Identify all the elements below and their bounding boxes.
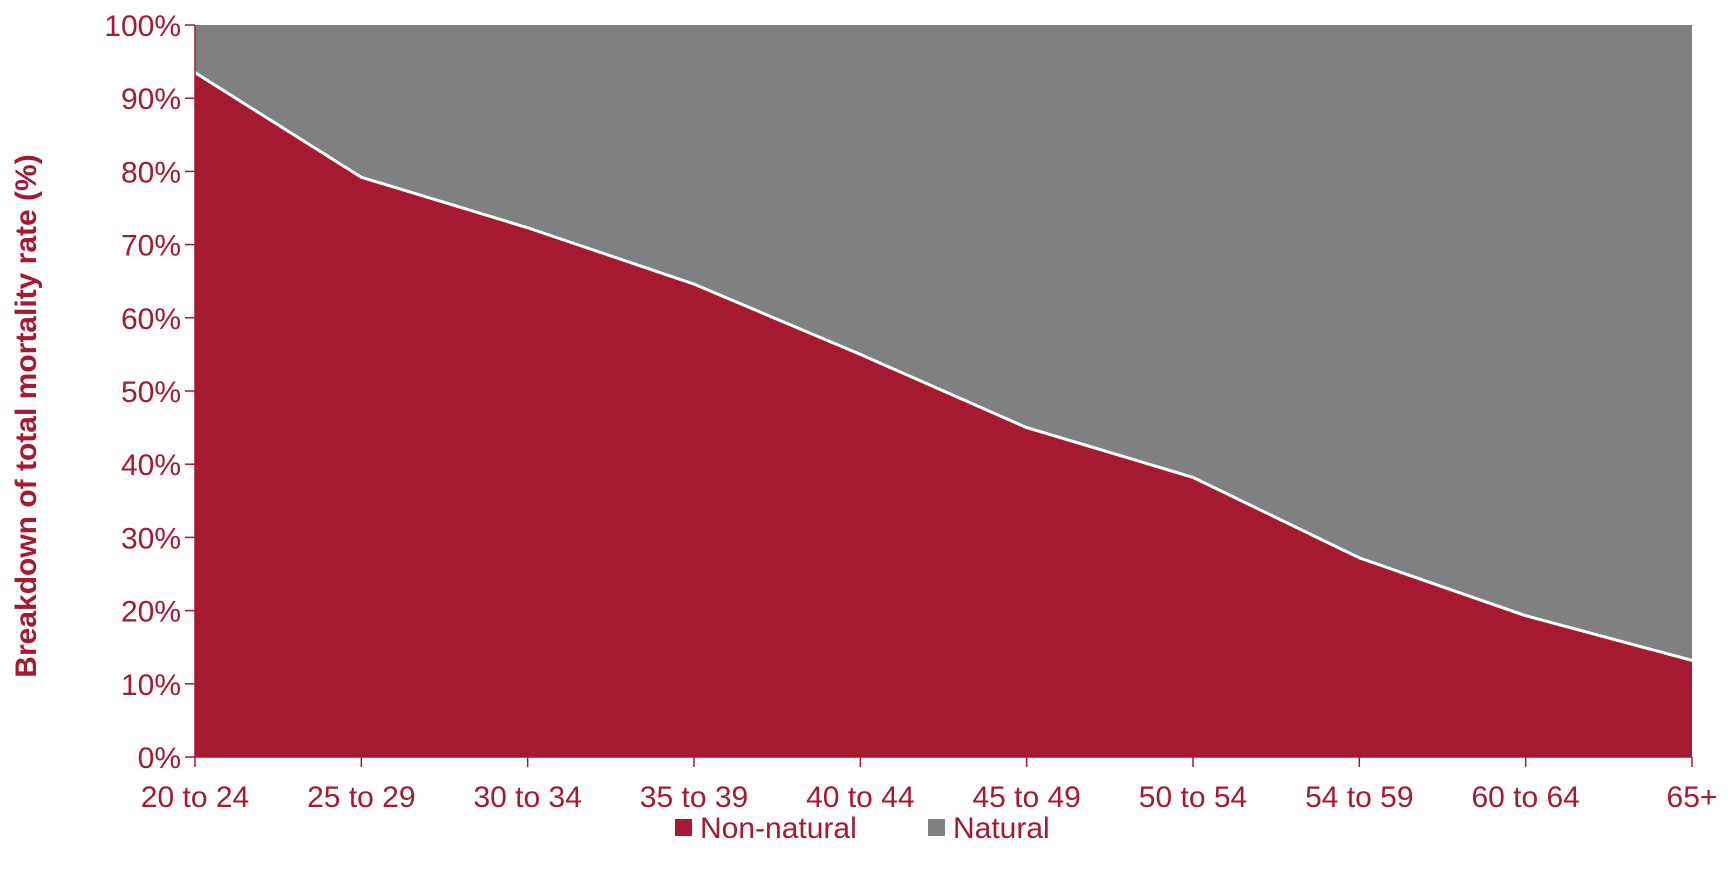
y-tick-label: 10% (121, 669, 181, 702)
legend-label-natural: Natural (953, 812, 1050, 845)
y-tick-label: 60% (121, 303, 181, 336)
y-tick-label: 70% (121, 230, 181, 263)
y-axis-title: Breakdown of total mortality rate (%) (10, 154, 43, 677)
y-tick-label: 50% (121, 376, 181, 409)
x-tick-label: 35 to 39 (640, 781, 748, 814)
y-tick-label: 80% (121, 156, 181, 189)
x-tick-label: 20 to 24 (141, 781, 249, 814)
x-tick-label: 25 to 29 (307, 781, 415, 814)
y-tick-label: 30% (121, 522, 181, 555)
y-tick-label: 40% (121, 449, 181, 482)
area-non-natural (195, 72, 1692, 757)
x-tick-label: 54 to 59 (1305, 781, 1413, 814)
x-tick-label: 45 to 49 (972, 781, 1080, 814)
legend: Non-natural Natural (675, 812, 1050, 845)
labels-layer: 0% 10% 20% 30% 40% 50% 60% 70% 80% 90% 100% 20 to 2… (10, 10, 1717, 814)
areas-layer (194, 25, 1693, 757)
y-tick-label: 20% (121, 596, 181, 629)
y-tick-label: 90% (121, 83, 181, 116)
series-boundary-line (194, 71, 1693, 662)
legend-swatch-natural (928, 819, 945, 836)
legend-swatch-non-natural (675, 819, 692, 836)
y-tick-label: 0% (138, 742, 181, 775)
x-tick-label: 50 to 54 (1139, 781, 1247, 814)
x-tick-label: 40 to 44 (806, 781, 914, 814)
y-tick-label: 100% (104, 10, 181, 43)
x-tick-label: 65+ (1667, 781, 1718, 814)
area-natural (195, 25, 1692, 661)
x-tick-label: 60 to 64 (1471, 781, 1579, 814)
x-tick-label: 30 to 34 (473, 781, 581, 814)
axes-layer (185, 24, 1693, 767)
legend-label-non-natural: Non-natural (700, 812, 857, 845)
